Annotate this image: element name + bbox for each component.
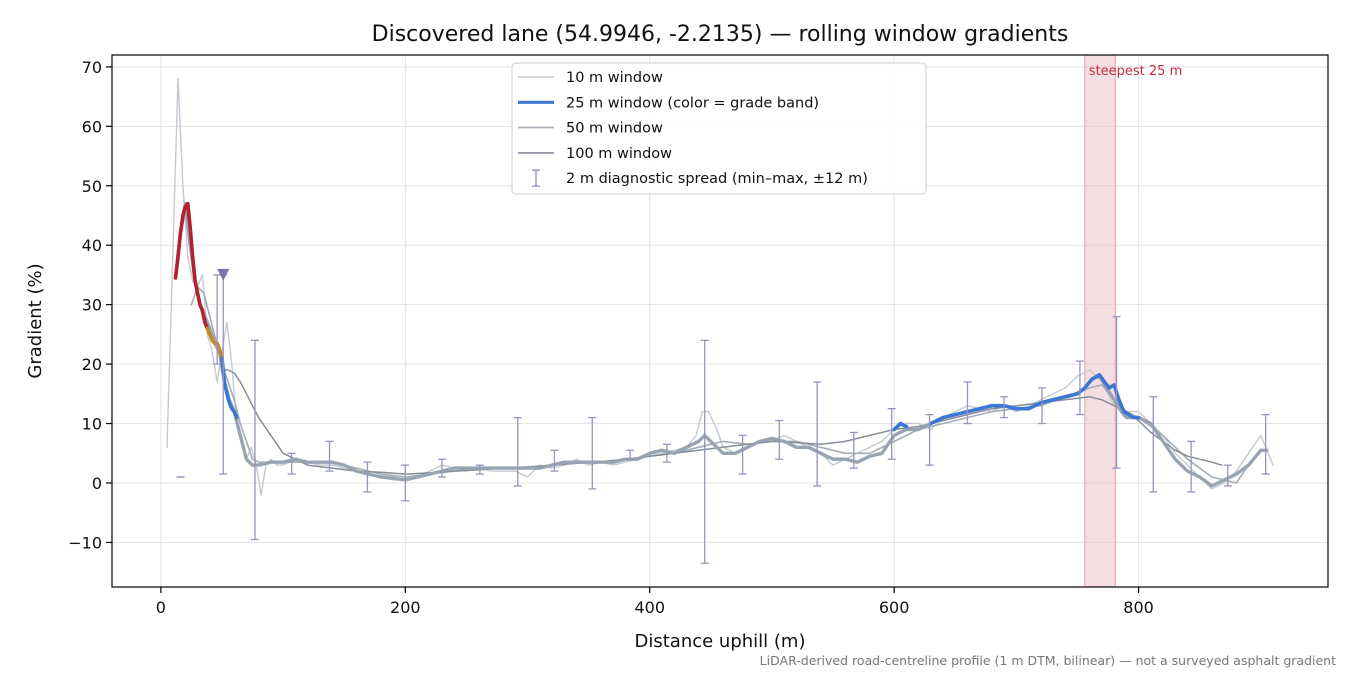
legend-entry: 25 m window (color = grade band) — [518, 95, 819, 111]
errorbar — [475, 464, 484, 475]
x-tick-label: 0 — [156, 598, 166, 617]
y-tick-label: 10 — [82, 415, 102, 434]
errorbar — [401, 464, 410, 502]
errorbar — [1038, 387, 1047, 425]
errorbar — [588, 416, 597, 490]
errorbar — [887, 408, 896, 460]
legend-label: 10 m window — [566, 70, 663, 86]
y-tick-label: −10 — [68, 533, 102, 552]
errorbar — [1261, 413, 1270, 475]
errorbar — [662, 443, 671, 463]
errorbar — [287, 452, 296, 475]
y-tick-label: 40 — [82, 236, 102, 255]
grade-band-segment — [928, 372, 1141, 426]
x-axis: 0 200 400 600 800 — [156, 587, 1154, 617]
errorbar — [626, 449, 635, 460]
errorbar — [1149, 396, 1158, 493]
errorbar — [738, 434, 747, 475]
errorbar — [250, 339, 259, 541]
y-axis: −10 0 10 20 30 40 50 60 70 — [68, 58, 112, 552]
errorbar — [925, 413, 934, 466]
legend-entry: 100 m window — [518, 146, 672, 162]
errorbar — [1075, 360, 1084, 416]
steepest-band: steepest 25 m — [1084, 54, 1182, 588]
x-tick-label: 600 — [879, 598, 910, 617]
grade-band-segment — [173, 201, 210, 331]
x-tick-label: 400 — [634, 598, 665, 617]
errorbar — [437, 458, 446, 478]
legend: 10 m window 25 m window (color = grade ba… — [511, 62, 927, 195]
legend-entry: 50 m window — [518, 121, 663, 137]
errorbar — [849, 431, 858, 469]
legend-entry: 10 m window — [518, 70, 663, 86]
errorbar — [363, 461, 372, 493]
y-tick-label: 70 — [82, 58, 102, 77]
x-axis-label: Distance uphill (m) — [635, 631, 806, 652]
errorbar — [513, 416, 522, 487]
steep-start-marker — [217, 268, 230, 281]
legend-label: 25 m window (color = grade band) — [566, 95, 819, 111]
grade-band-segment — [892, 421, 909, 432]
y-tick-label: 50 — [82, 177, 102, 196]
steepest-band-label: steepest 25 m — [1089, 64, 1182, 79]
x-tick-label: 800 — [1123, 598, 1154, 617]
y-tick-label: 20 — [82, 355, 102, 374]
y-tick-label: 30 — [82, 296, 102, 315]
y-tick-label: 60 — [82, 117, 102, 136]
footnote: LiDAR-derived road-centreline profile (1… — [760, 653, 1336, 668]
y-tick-label: 0 — [92, 474, 102, 493]
legend-label: 100 m window — [566, 146, 672, 162]
errorbar — [813, 381, 822, 487]
legend-entry: 2 m diagnostic spread (min–max, ±12 m) — [532, 169, 868, 187]
legend-label: 50 m window — [566, 121, 663, 137]
errorbar — [963, 381, 972, 425]
errorbar — [1112, 315, 1121, 469]
errorbar — [1000, 396, 1009, 419]
errorbar — [775, 419, 784, 460]
grade-band-layer — [173, 201, 1141, 432]
y-axis-label: Gradient (%) — [25, 263, 46, 378]
marker-layer — [217, 268, 230, 281]
errorbar — [1223, 464, 1232, 487]
errorbar — [325, 440, 334, 472]
errorbar — [700, 339, 709, 564]
errorbar-layer — [176, 274, 1270, 564]
steepest-band-rect — [1084, 54, 1116, 588]
legend-label: 2 m diagnostic spread (min–max, ±12 m) — [566, 171, 868, 187]
grade-band-segment — [205, 326, 224, 361]
chart-title: Discovered lane (54.9946, -2.2135) — rol… — [372, 22, 1069, 47]
grade-band-segment — [220, 356, 239, 420]
plot-frame — [111, 54, 1329, 588]
errorbar — [1187, 440, 1196, 493]
legend-box — [511, 62, 927, 195]
x-tick-label: 200 — [390, 598, 421, 617]
errorbar — [550, 449, 559, 472]
series-line — [221, 369, 1223, 475]
